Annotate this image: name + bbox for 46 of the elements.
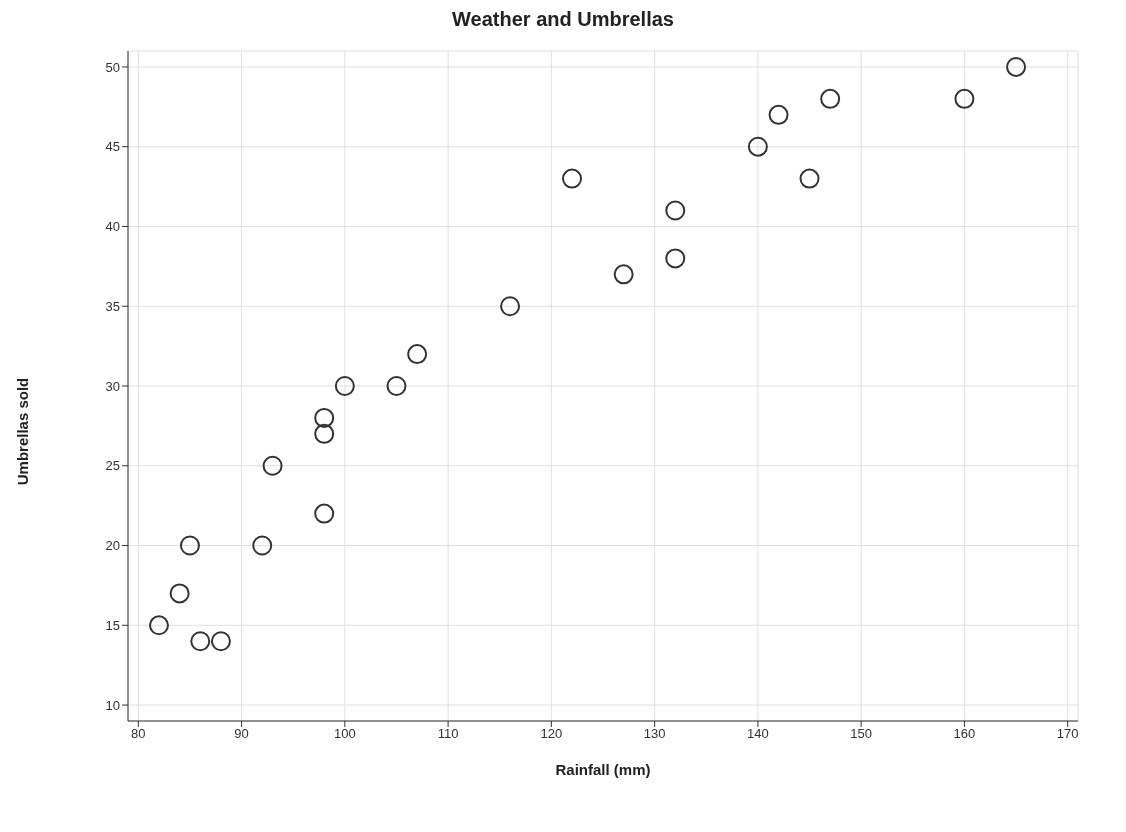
point (820, 88, 841, 109)
point (768, 104, 789, 125)
x-tick-label: 170 (1056, 726, 1079, 742)
x-tick-label: 120 (540, 726, 563, 742)
x-tick-label: 110 (437, 726, 459, 742)
point (386, 376, 407, 396)
x-axis-title: Rainfall (mm) (554, 761, 652, 778)
point (613, 264, 634, 285)
point (314, 407, 335, 428)
x-tick-label: 90 (234, 726, 249, 742)
x-tick-label: 80 (131, 726, 146, 742)
point (252, 535, 273, 556)
y-tick-label: 50 (105, 59, 120, 75)
y-tick-label: 25 (105, 458, 120, 474)
point (799, 168, 820, 189)
point (314, 423, 335, 444)
point (1006, 56, 1027, 77)
y-tick-label: 35 (105, 298, 120, 314)
y-tick-label: 20 (105, 538, 120, 554)
point (179, 535, 200, 556)
y-tick-label: 10 (105, 697, 120, 713)
point (210, 631, 231, 652)
y-tick-label: 45 (105, 139, 120, 155)
y-tick-label: 40 (105, 219, 120, 235)
point (665, 248, 686, 269)
point (334, 376, 355, 396)
point (262, 455, 283, 476)
x-tick-label: 150 (850, 726, 872, 742)
y-tick-label: 30 (105, 378, 120, 394)
y-axis-title: Umbrellas sold (14, 377, 32, 485)
point (562, 168, 583, 189)
point (148, 615, 169, 636)
x-tick-label: 100 (334, 726, 356, 742)
x-tick-label: 130 (643, 726, 666, 742)
y-tick-label: 15 (105, 617, 120, 633)
point (954, 88, 975, 109)
point (747, 136, 768, 157)
point (407, 344, 428, 365)
x-tick-label: 140 (747, 726, 769, 742)
point (314, 503, 335, 524)
point (665, 200, 686, 221)
x-tick-label: 160 (953, 726, 976, 742)
chart-title: Weather and Umbrellas (451, 8, 675, 31)
point (500, 296, 521, 317)
point (190, 631, 211, 652)
point (169, 583, 190, 604)
